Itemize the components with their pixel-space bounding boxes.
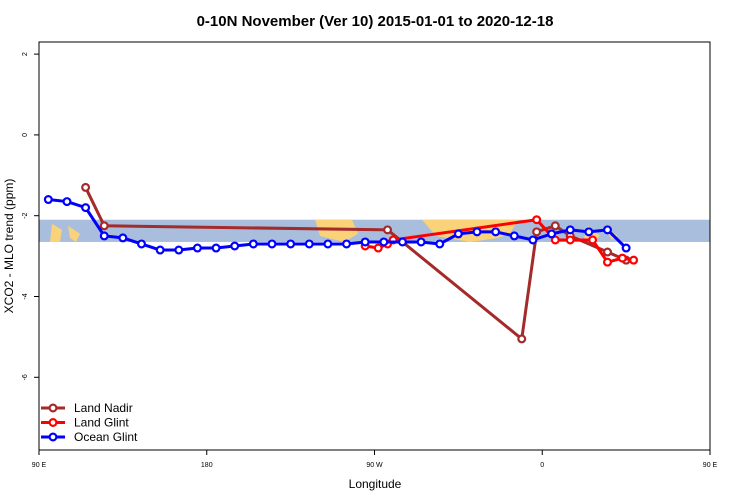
land-region <box>315 219 358 242</box>
data-point <box>550 221 560 231</box>
data-point <box>230 241 240 251</box>
data-point <box>137 239 147 249</box>
data-point <box>342 239 352 249</box>
legend-marker <box>48 418 58 428</box>
data-point <box>118 233 128 243</box>
data-point <box>99 221 109 231</box>
legend-marker <box>48 403 58 413</box>
land-region <box>50 223 62 242</box>
legend-label: Land Glint <box>74 416 129 430</box>
data-point <box>509 231 519 241</box>
data-point <box>62 197 72 207</box>
data-point <box>397 237 407 247</box>
y-tick-label: -6 <box>22 374 29 380</box>
data-point <box>532 227 542 237</box>
y-axis-label: XCO2 - MLO trend (ppm) <box>2 179 16 314</box>
series-ocean-glint <box>43 195 631 255</box>
data-point <box>550 235 560 245</box>
legend-marker <box>48 432 58 442</box>
legend-item: Land Glint <box>41 416 129 430</box>
y-tick-label: -2 <box>22 212 29 218</box>
y-axis: 2 0 -2 -4 -6 <box>22 52 39 380</box>
data-point <box>360 237 370 247</box>
data-point <box>416 237 426 247</box>
data-point <box>547 229 557 239</box>
data-point <box>373 243 383 253</box>
data-point <box>43 195 53 205</box>
land-region <box>68 225 80 242</box>
y-tick-label: 2 <box>22 52 29 56</box>
data-point <box>192 243 202 253</box>
data-point <box>472 227 482 237</box>
x-tick-label: 0 <box>540 462 544 469</box>
legend-label: Land Nadir <box>74 401 133 415</box>
data-point <box>453 229 463 239</box>
x-tick-label: 180 <box>201 462 213 469</box>
data-point <box>304 239 314 249</box>
legend-item: Land Nadir <box>41 401 133 415</box>
data-point <box>379 237 389 247</box>
series-layer <box>43 182 639 344</box>
x-axis-label: Longitude <box>349 477 402 491</box>
data-point <box>602 225 612 235</box>
x-tick-label: 90 E <box>32 462 47 469</box>
data-point <box>528 235 538 245</box>
data-point <box>565 225 575 235</box>
data-point <box>565 235 575 245</box>
legend-item: Ocean Glint <box>41 430 138 444</box>
data-point <box>435 239 445 249</box>
data-point <box>99 231 109 241</box>
data-point <box>588 235 598 245</box>
data-point <box>584 227 594 237</box>
data-point <box>621 243 631 253</box>
data-point <box>81 182 91 192</box>
data-point <box>602 257 612 267</box>
x-tick-label: 90 W <box>366 462 383 469</box>
data-point <box>155 245 165 255</box>
data-point <box>211 243 221 253</box>
data-point <box>491 227 501 237</box>
data-point <box>602 247 612 257</box>
x-tick-label: 90 E <box>703 462 718 469</box>
data-point <box>532 215 542 225</box>
data-point <box>323 239 333 249</box>
x-axis: 90 E 180 90 W 0 90 E <box>32 450 718 469</box>
data-point <box>174 245 184 255</box>
data-point <box>248 239 258 249</box>
data-point <box>81 203 91 213</box>
data-point <box>267 239 277 249</box>
legend-label: Ocean Glint <box>74 430 138 444</box>
y-tick-label: 0 <box>22 133 29 137</box>
y-tick-label: -4 <box>22 293 29 299</box>
data-point <box>517 334 527 344</box>
chart-title: 0-10N November (Ver 10) 2015-01-01 to 20… <box>197 13 554 30</box>
data-point <box>383 225 393 235</box>
data-point <box>617 253 627 263</box>
data-point <box>629 255 639 265</box>
data-point <box>286 239 296 249</box>
